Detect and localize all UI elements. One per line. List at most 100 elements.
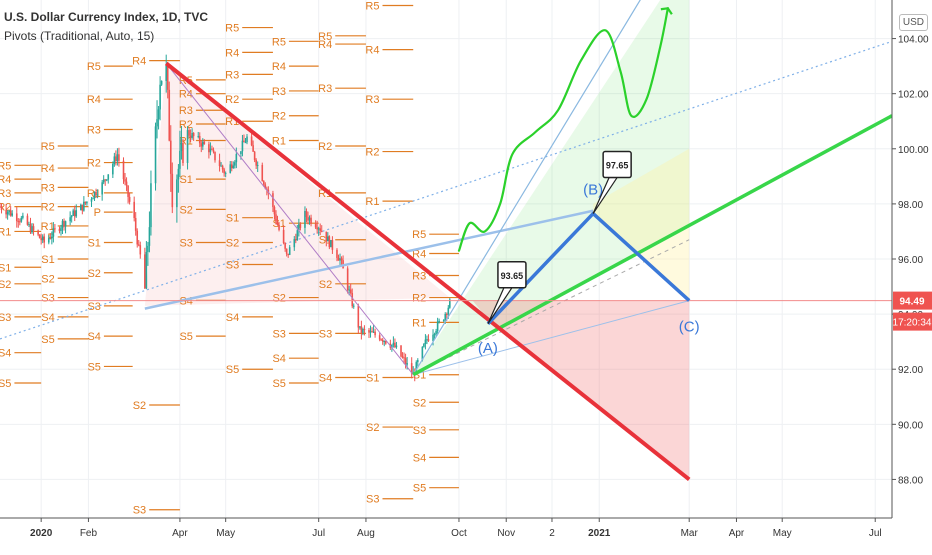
candle: [438, 318, 440, 324]
candle: [325, 231, 328, 247]
candle: [104, 178, 107, 186]
y-tick-label: 96.00: [898, 255, 923, 266]
candle-body: [232, 165, 235, 169]
candle: [107, 174, 110, 184]
candle-body: [368, 329, 370, 333]
candle-body: [38, 234, 41, 239]
candle-body: [17, 221, 20, 223]
upper-channel-line: [412, 0, 641, 376]
candle-body: [63, 220, 65, 227]
candle: [282, 225, 285, 245]
abc-label-a: (A): [478, 340, 498, 357]
candle-body: [234, 162, 236, 166]
pivot-label-s4: S4: [226, 312, 239, 324]
candle-body: [423, 343, 425, 347]
candle: [330, 239, 332, 248]
pivot-label-s3: S3: [413, 425, 426, 437]
candle-body: [22, 215, 24, 218]
candle-body: [288, 247, 291, 255]
pivot-label-r2: R2: [365, 147, 379, 159]
candle: [0, 203, 3, 214]
candle: [134, 212, 137, 236]
candle: [37, 229, 39, 237]
candle-body: [372, 331, 375, 333]
candle: [72, 208, 74, 217]
candle-body: [107, 174, 110, 180]
candle-body: [0, 206, 1, 208]
candle: [201, 138, 204, 151]
candle-body: [305, 210, 308, 217]
pivot-label-s2: S2: [179, 204, 192, 216]
candle-body: [383, 340, 386, 342]
candle-body: [449, 299, 451, 308]
candle: [314, 220, 317, 230]
candle: [84, 201, 87, 206]
candle: [180, 125, 183, 160]
candle-body: [64, 221, 67, 227]
pivot-label-r4: R4: [0, 174, 11, 186]
pivot-label-s4: S4: [0, 348, 11, 360]
candle-body: [8, 210, 10, 213]
candle: [188, 127, 190, 138]
candle-body: [160, 80, 163, 85]
candle: [320, 225, 323, 233]
candle-body: [404, 358, 407, 365]
resistance-trendline: [164, 61, 691, 481]
candle-body: [37, 230, 39, 235]
candle: [5, 204, 7, 219]
candle: [40, 233, 42, 245]
candle-body: [285, 248, 288, 254]
candle-body: [15, 213, 18, 222]
candle-body: [427, 339, 430, 341]
candle: [424, 334, 427, 350]
candle-body: [150, 183, 152, 228]
candle-body: [61, 220, 64, 228]
candle-body: [394, 342, 396, 348]
currency-button[interactable]: USD: [898, 14, 928, 31]
pivot-label-s5: S5: [41, 334, 54, 346]
candle: [198, 132, 201, 148]
candle: [92, 197, 94, 200]
candle-body: [282, 229, 285, 243]
candle: [357, 303, 360, 334]
candle-body: [317, 228, 320, 230]
candle-body: [116, 154, 119, 161]
candle-body: [421, 346, 424, 361]
yellow-zone: [593, 148, 690, 301]
candle: [191, 128, 193, 140]
candle-body: [192, 132, 195, 137]
candle: [433, 332, 436, 339]
candle-body: [156, 119, 158, 127]
candle: [403, 352, 405, 365]
pivot-label-r2: R2: [225, 94, 239, 106]
projection-curve: [457, 7, 669, 252]
candle: [349, 283, 352, 295]
candle: [211, 145, 213, 151]
candle-body: [189, 135, 192, 138]
candle: [378, 332, 381, 342]
candle-body: [200, 143, 203, 147]
candle-body: [261, 165, 264, 182]
pivot-label-s4: S4: [413, 452, 426, 464]
candle-body: [276, 221, 279, 225]
candle: [128, 192, 131, 205]
candle: [182, 138, 184, 166]
pivot-label-s3: S3: [133, 505, 146, 517]
candle-body: [395, 345, 398, 348]
pivot-label-r1: R1: [365, 196, 379, 208]
candle: [296, 225, 299, 241]
candle-body: [244, 142, 247, 144]
candle-body: [340, 258, 343, 261]
candle-body: [104, 179, 107, 181]
candle: [288, 245, 291, 256]
candle-body: [136, 230, 139, 245]
candle: [383, 340, 386, 347]
candle-body: [69, 217, 71, 222]
candle-body: [410, 363, 413, 374]
candle: [299, 222, 302, 231]
candle-body: [154, 126, 157, 184]
pivot-label-r2: R2: [272, 111, 286, 123]
candle: [316, 220, 318, 234]
